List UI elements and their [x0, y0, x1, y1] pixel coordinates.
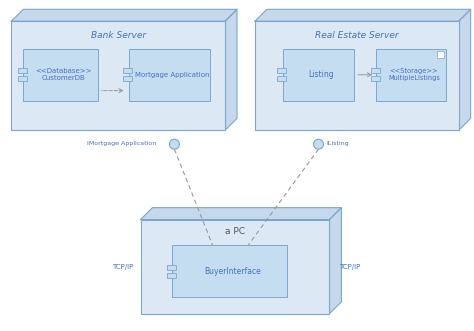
- FancyBboxPatch shape: [371, 76, 380, 81]
- Text: IMortgage Application: IMortgage Application: [87, 141, 156, 146]
- FancyBboxPatch shape: [18, 76, 27, 81]
- Circle shape: [169, 139, 179, 149]
- FancyBboxPatch shape: [128, 49, 210, 101]
- Text: Listing: Listing: [309, 70, 334, 79]
- Polygon shape: [459, 9, 471, 130]
- FancyBboxPatch shape: [277, 76, 286, 81]
- Text: IListing: IListing: [327, 141, 349, 146]
- Text: <<Database>>
CustomerDB: <<Database>> CustomerDB: [35, 68, 92, 81]
- Text: a PC: a PC: [225, 227, 245, 236]
- Text: TCP/IP: TCP/IP: [339, 264, 360, 270]
- Text: Real Estate Server: Real Estate Server: [315, 30, 399, 40]
- Polygon shape: [11, 9, 237, 21]
- Text: <<Storage>>
MultipleListings: <<Storage>> MultipleListings: [388, 68, 440, 81]
- Polygon shape: [329, 208, 341, 314]
- Text: TCP/IP: TCP/IP: [112, 264, 133, 270]
- Polygon shape: [225, 9, 237, 130]
- FancyBboxPatch shape: [255, 21, 459, 130]
- FancyBboxPatch shape: [277, 68, 286, 73]
- FancyBboxPatch shape: [23, 49, 98, 101]
- FancyBboxPatch shape: [167, 265, 176, 270]
- Text: BuyerInterface: BuyerInterface: [204, 266, 261, 276]
- FancyBboxPatch shape: [167, 273, 176, 278]
- FancyBboxPatch shape: [18, 68, 27, 73]
- FancyBboxPatch shape: [141, 219, 329, 314]
- Text: Mortgage Application: Mortgage Application: [135, 72, 210, 78]
- FancyBboxPatch shape: [376, 49, 446, 101]
- FancyBboxPatch shape: [123, 76, 132, 81]
- FancyBboxPatch shape: [283, 49, 354, 101]
- FancyBboxPatch shape: [371, 68, 380, 73]
- FancyBboxPatch shape: [123, 68, 132, 73]
- Polygon shape: [141, 208, 341, 219]
- Circle shape: [313, 139, 323, 149]
- FancyBboxPatch shape: [437, 51, 444, 58]
- FancyBboxPatch shape: [173, 245, 287, 297]
- FancyBboxPatch shape: [11, 21, 225, 130]
- Text: Bank Server: Bank Server: [91, 30, 146, 40]
- Polygon shape: [255, 9, 471, 21]
